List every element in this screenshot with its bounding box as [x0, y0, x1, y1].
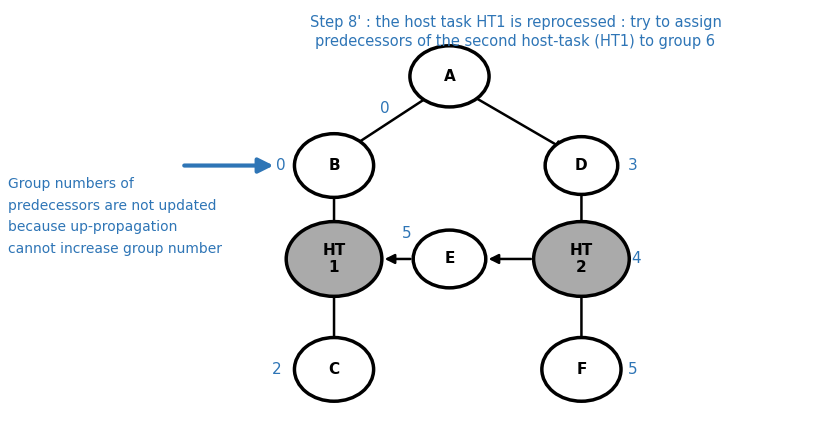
Text: B: B — [328, 158, 340, 173]
Text: E: E — [444, 252, 455, 266]
Text: 0: 0 — [276, 158, 285, 173]
Text: F: F — [576, 362, 586, 377]
Text: HT
1: HT 1 — [322, 243, 346, 275]
Text: 3: 3 — [628, 158, 637, 173]
Text: A: A — [444, 69, 456, 84]
Text: 0: 0 — [381, 101, 390, 116]
Text: 2: 2 — [272, 362, 281, 377]
Text: predecessors of the second host-task (HT1) to group 6: predecessors of the second host-task (HT… — [316, 34, 716, 49]
Ellipse shape — [294, 338, 374, 401]
Ellipse shape — [545, 137, 618, 194]
Ellipse shape — [534, 222, 629, 296]
Ellipse shape — [287, 222, 382, 296]
Text: 4: 4 — [631, 252, 641, 266]
Text: HT
2: HT 2 — [570, 243, 593, 275]
Text: Group numbers of
predecessors are not updated
because up-propagation
cannot incr: Group numbers of predecessors are not up… — [8, 177, 222, 256]
Text: Step 8' : the host task HT1 is reprocessed : try to assign: Step 8' : the host task HT1 is reprocess… — [310, 15, 721, 30]
Ellipse shape — [541, 338, 621, 401]
Text: 5: 5 — [628, 362, 637, 377]
Ellipse shape — [294, 134, 374, 197]
Ellipse shape — [413, 230, 486, 288]
Text: C: C — [328, 362, 340, 377]
Text: 5: 5 — [402, 226, 412, 241]
Ellipse shape — [410, 46, 489, 107]
Text: D: D — [575, 158, 588, 173]
